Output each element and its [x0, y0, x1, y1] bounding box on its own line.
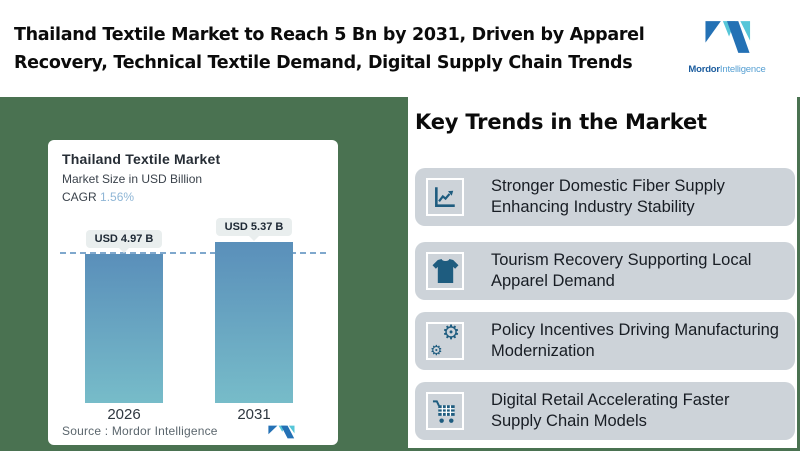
cagr-value: 1.56%: [100, 190, 135, 204]
trend-line1: Digital Retail Accelerating Faster: [491, 390, 730, 409]
trend-text: Digital Retail Accelerating Faster Suppl…: [491, 390, 729, 433]
trend-line2: Enhancing Industry Stability: [491, 198, 695, 216]
brand-name-light: Intelligence: [719, 64, 766, 75]
value-label-pointer: [119, 247, 129, 253]
brand-name-bold: Mordor: [688, 64, 720, 75]
brand-logo-card: MordorIntelligence: [683, 6, 771, 97]
trend-line1: Policy Incentives Driving Manufacturing: [491, 320, 779, 339]
trend-line1: Stronger Domestic Fiber Supply: [491, 176, 725, 195]
trend-line2: Modernization: [491, 342, 595, 360]
key-trends-panel: Key Trends in the Market Stronger Domest…: [408, 97, 797, 448]
reference-dashed-line: [60, 251, 326, 254]
trend-card-policy: ⚙ ⚙ Policy Incentives Driving Manufactur…: [415, 312, 795, 370]
tshirt-icon: [426, 252, 464, 290]
trend-line1: Tourism Recovery Supporting Local: [491, 250, 752, 269]
trend-text: Stronger Domestic Fiber Supply Enhancing…: [491, 176, 725, 219]
trend-line2: Supply Chain Models: [491, 412, 647, 430]
gears-icon: ⚙ ⚙: [426, 322, 464, 360]
chart-subtitle: Market Size in USD Billion: [62, 172, 203, 186]
trend-text: Policy Incentives Driving Manufacturing …: [491, 320, 779, 363]
trend-card-tourism: Tourism Recovery Supporting Local Appare…: [415, 242, 795, 300]
trend-card-digital-retail: Digital Retail Accelerating Faster Suppl…: [415, 382, 795, 440]
trend-text: Tourism Recovery Supporting Local Appare…: [491, 250, 751, 293]
value-label-2031-text: USD 5.37 B: [215, 217, 293, 236]
mordor-logo-icon: [705, 21, 751, 53]
value-label-2026-text: USD 4.97 B: [85, 229, 163, 248]
bar-2026: [85, 253, 163, 403]
x-axis-label-2031: 2031: [237, 406, 271, 423]
value-label-pointer: [249, 235, 259, 241]
line-chart-icon: [426, 178, 464, 216]
mordor-mini-logo-icon: [268, 425, 295, 439]
brand-name: MordorIntelligence: [683, 64, 771, 75]
cart-icon: [426, 392, 464, 430]
chart-cagr: CAGR 1.56%: [62, 190, 134, 204]
page-title: Thailand Textile Market to Reach 5 Bn by…: [14, 21, 664, 77]
market-chart-card: Thailand Textile Market Market Size in U…: [48, 140, 338, 445]
x-axis-label-2026: 2026: [107, 406, 141, 423]
key-trends-heading: Key Trends in the Market: [415, 110, 707, 134]
value-label-2026: USD 4.97 B: [85, 229, 163, 253]
chart-title: Thailand Textile Market: [62, 151, 221, 167]
trend-line2: Apparel Demand: [491, 272, 615, 290]
bar-2031: [215, 241, 293, 403]
page-title-line1: Thailand Textile Market to Reach 5 Bn by…: [14, 25, 645, 45]
source-label: Source : Mordor Intelligence: [62, 424, 218, 438]
page-title-line2: Recovery, Technical Textile Demand, Digi…: [14, 53, 633, 73]
value-label-2031: USD 5.37 B: [215, 217, 293, 241]
trend-card-fiber-supply: Stronger Domestic Fiber Supply Enhancing…: [415, 168, 795, 226]
cagr-label: CAGR: [62, 190, 97, 204]
